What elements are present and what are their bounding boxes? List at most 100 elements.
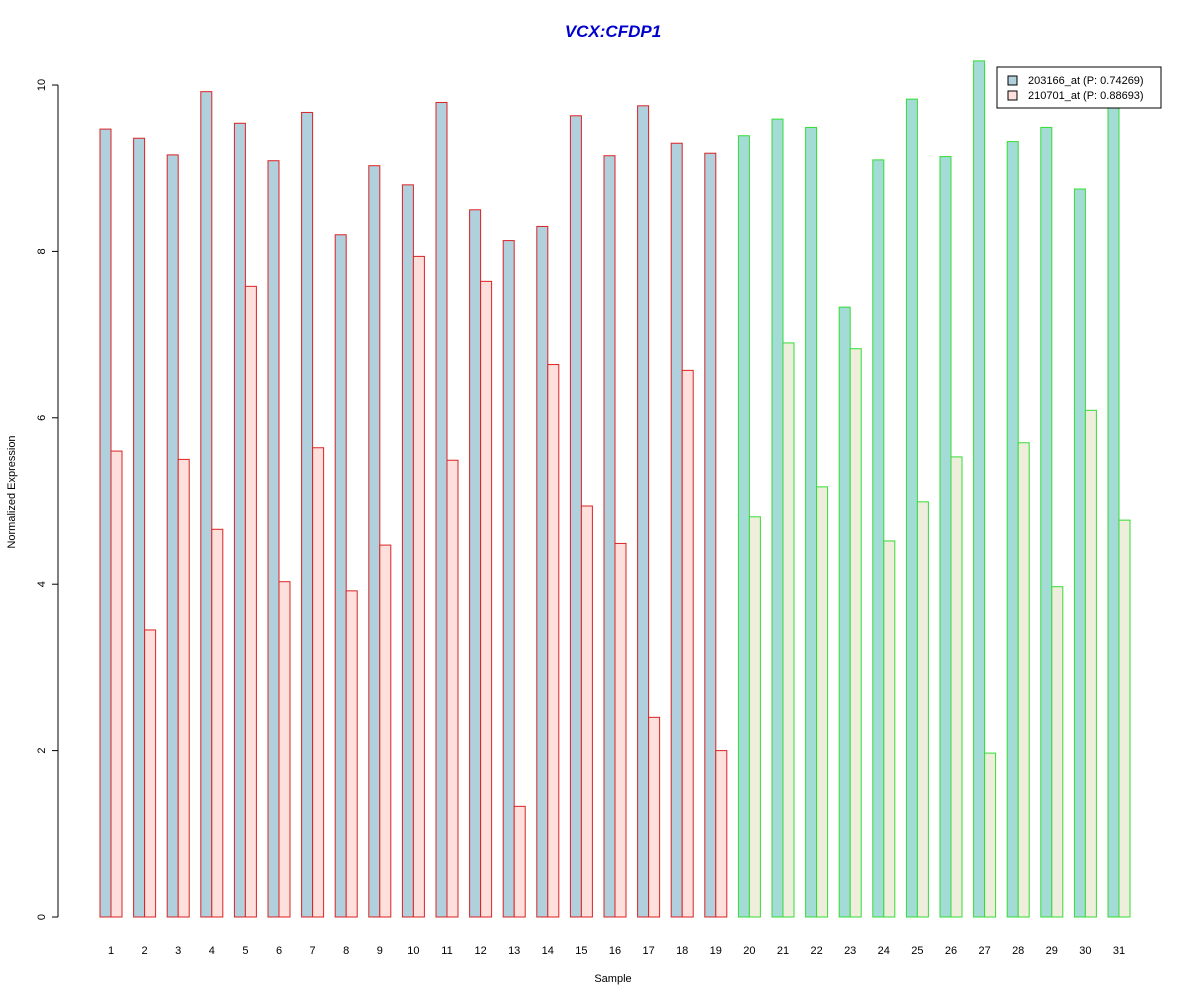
x-tick-label: 8: [343, 945, 349, 957]
bar-203166-at: [267, 160, 280, 918]
bar-203166-at: [435, 101, 448, 918]
bar-210701-at: [648, 716, 661, 918]
bars: [99, 60, 1131, 918]
legend-swatch: [1007, 90, 1018, 101]
bar-210701-at: [916, 501, 929, 918]
x-tick-label: 24: [878, 945, 890, 957]
bar-203166-at: [939, 156, 952, 918]
x-tick-label: 29: [1046, 945, 1058, 957]
bar-210701-at: [446, 459, 459, 918]
x-tick-label: 30: [1079, 945, 1091, 957]
y-tick-label: 2: [36, 748, 48, 754]
x-tick-label: 20: [743, 945, 755, 957]
x-tick-label: 17: [642, 945, 654, 957]
x-tick-label: 7: [310, 945, 316, 957]
bar-210701-at: [244, 285, 257, 918]
x-tick-label: 26: [945, 945, 957, 957]
x-tick-label: 10: [407, 945, 419, 957]
bar-210701-at: [748, 516, 761, 918]
bar-210701-at: [816, 486, 829, 918]
x-tick-label: 2: [142, 945, 148, 957]
chart-title: VCX:CFDP1: [565, 22, 661, 41]
bar-210701-at: [177, 458, 190, 918]
bar-210701-at: [849, 348, 862, 918]
bar-203166-at: [737, 135, 750, 918]
bar-210701-at: [312, 447, 325, 918]
legend-label: 210701_at (P: 0.88693): [1028, 90, 1144, 102]
x-axis: 1 2 3 4 5 6 7 8 9 10 11 12 13 14 15 16 17 18 19 20 21 22 23 24 2…: [108, 945, 1125, 957]
bar-210701-at: [480, 280, 493, 918]
x-tick-label: 15: [575, 945, 587, 957]
x-tick-label: 14: [542, 945, 554, 957]
bar-210701-at: [715, 750, 728, 918]
x-tick-label: 13: [508, 945, 520, 957]
bar-203166-at: [334, 234, 347, 918]
bar-210701-at: [547, 364, 560, 918]
bar-210701-at: [412, 255, 425, 918]
bar-203166-at: [1006, 141, 1019, 918]
x-tick-label: 6: [276, 945, 282, 957]
bar-203166-at: [838, 306, 851, 918]
x-tick-label: 3: [175, 945, 181, 957]
bar-210701-at: [782, 342, 795, 918]
x-tick-label: 28: [1012, 945, 1024, 957]
legend-label: 203166_at (P: 0.74269): [1028, 75, 1144, 87]
bar-203166-at: [704, 152, 717, 918]
bar-210701-at: [1017, 442, 1030, 918]
x-axis-label: Sample: [594, 973, 631, 985]
bar-203166-at: [233, 122, 246, 918]
y-tick-label: 4: [36, 581, 48, 587]
x-tick-label: 19: [710, 945, 722, 957]
bar-203166-at: [166, 154, 179, 918]
x-tick-label: 27: [978, 945, 990, 957]
y-axis-label: Normalized Expression: [6, 435, 18, 548]
bar-203166-at: [603, 155, 616, 918]
bar-203166-at: [469, 209, 482, 918]
bar-203166-at: [771, 118, 784, 918]
x-tick-label: 11: [441, 945, 452, 957]
x-tick-label: 1: [108, 945, 114, 957]
bar-210701-at: [984, 752, 997, 918]
y-axis: 0 2 4 6 8 10: [36, 79, 59, 920]
bar-203166-at: [401, 184, 414, 918]
bar-210701-at: [278, 581, 291, 918]
y-tick-label: 0: [36, 914, 48, 920]
bar-210701-at: [379, 544, 392, 918]
bar-210701-at: [580, 505, 593, 918]
bar-210701-at: [883, 540, 896, 918]
bar-203166-at: [905, 98, 918, 918]
x-tick-label: 25: [911, 945, 923, 957]
bar-210701-at: [513, 805, 526, 918]
x-tick-label: 9: [377, 945, 383, 957]
y-tick-label: 8: [36, 248, 48, 254]
bar-210701-at: [681, 369, 694, 918]
bar-210701-at: [1051, 586, 1064, 918]
y-tick-label: 10: [36, 79, 48, 91]
bar-203166-at: [637, 105, 650, 918]
bar-203166-at: [1107, 105, 1120, 918]
x-tick-label: 23: [844, 945, 856, 957]
bar-210701-at: [211, 528, 224, 918]
bar-203166-at: [1073, 188, 1086, 918]
bar-203166-at: [1040, 126, 1053, 918]
x-tick-label: 18: [676, 945, 688, 957]
bar-203166-at: [301, 111, 314, 918]
x-tick-label: 22: [810, 945, 822, 957]
bar-210701-at: [1118, 519, 1131, 918]
bar-203166-at: [670, 142, 683, 918]
bar-203166-at: [872, 159, 885, 918]
bar-210701-at: [345, 590, 358, 918]
bar-203166-at: [569, 115, 582, 918]
bar-203166-at: [368, 165, 381, 918]
bar-203166-at: [200, 91, 213, 918]
y-tick-label: 6: [36, 415, 48, 421]
bar-210701-at: [614, 542, 627, 918]
bar-203166-at: [805, 126, 818, 918]
bar-203166-at: [536, 225, 549, 918]
bar-210701-at: [1084, 409, 1097, 918]
x-tick-label: 21: [777, 945, 789, 957]
bar-203166-at: [133, 137, 146, 918]
bar-210701-at: [110, 450, 123, 918]
x-tick-label: 4: [209, 945, 215, 957]
